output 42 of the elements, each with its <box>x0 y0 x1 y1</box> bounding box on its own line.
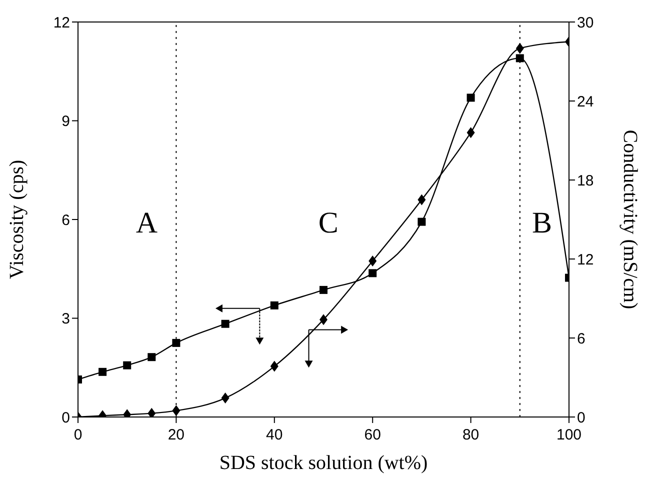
x-tick-label: 0 <box>74 426 82 444</box>
x-tick-label: 60 <box>364 426 381 444</box>
point <box>516 54 524 62</box>
point <box>148 353 156 362</box>
point <box>172 338 180 347</box>
x-tick-label: 20 <box>168 426 185 444</box>
y-tick-label: 3 <box>62 310 70 328</box>
y2-tick-label: 30 <box>577 14 594 32</box>
point <box>368 255 377 266</box>
y2-tick-label: 12 <box>577 251 594 268</box>
point <box>418 218 426 226</box>
point <box>368 269 377 278</box>
y-tick-label: 12 <box>53 14 70 32</box>
point <box>221 320 230 328</box>
y-tick-label: 0 <box>62 409 70 426</box>
point <box>270 301 278 310</box>
annotation: C <box>318 206 338 240</box>
point <box>172 405 180 416</box>
y2-tick-label: 18 <box>577 172 594 190</box>
point <box>418 194 426 206</box>
point <box>148 408 156 417</box>
y2-axis-title: Conductivity (mS/cm) <box>618 130 641 310</box>
point <box>466 94 475 102</box>
y-tick-label: 9 <box>62 113 70 130</box>
point <box>466 127 475 138</box>
point <box>270 360 278 372</box>
point <box>123 361 132 370</box>
y2-tick-label: 6 <box>577 330 586 348</box>
point <box>320 286 328 294</box>
point <box>98 368 107 376</box>
x-tick-label: 40 <box>266 426 283 444</box>
x-axis-title: SDS stock solution (wt%) <box>219 452 428 474</box>
y2-tick-label: 24 <box>577 93 594 110</box>
x-tick-label: 100 <box>556 426 582 444</box>
y-tick-label: 6 <box>62 212 70 229</box>
point <box>221 392 230 404</box>
y-axis-title: Viscosity (cps) <box>6 160 28 280</box>
annotation: B <box>532 206 552 240</box>
y2-tick-label: 0 <box>577 409 586 426</box>
point <box>516 42 524 54</box>
x-tick-label: 80 <box>462 426 480 444</box>
annotation: A <box>136 206 158 240</box>
